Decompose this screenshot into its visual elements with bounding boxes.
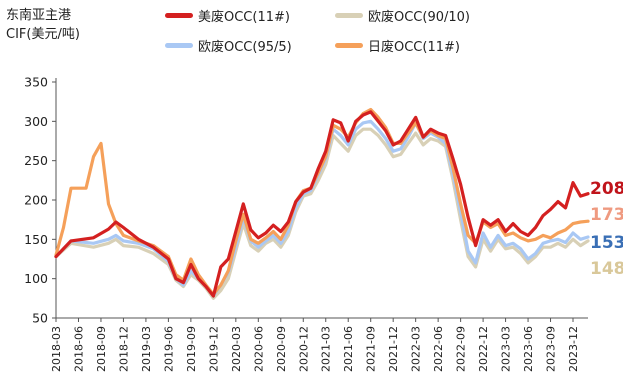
series-line-eu-occ-90-10 — [54, 127, 590, 300]
x-tick-label: 2023-12 — [567, 326, 580, 372]
x-tick-label: 2023-09 — [545, 326, 558, 372]
x-tick-label: 2021-09 — [365, 326, 378, 372]
legend-label-us-occ: 美废OCC(11#) — [198, 10, 290, 25]
legend-label-jp-occ: 日废OCC(11#) — [368, 40, 460, 55]
y-tick-label: 50 — [32, 311, 48, 326]
legend-swatch-us-occ — [165, 13, 193, 18]
x-tick-label: 2022-06 — [432, 326, 445, 372]
legend-swatch-eu-occ-90-10 — [335, 13, 363, 18]
y-tick-label: 150 — [24, 232, 48, 247]
y-axis-label-line-2: CIF(美元/吨) — [6, 27, 80, 42]
end-label-us-occ: 208 — [590, 179, 623, 199]
y-tick-label: 250 — [24, 153, 48, 168]
x-tick-label: 2019-09 — [185, 326, 198, 372]
end-labels: 208 148 153 173 — [590, 179, 623, 279]
legend-label-eu-occ-90-10: 欧废OCC(90/10) — [368, 10, 470, 25]
legend-item-eu-occ-90-10: 欧废OCC(90/10) — [335, 6, 470, 25]
legend-item-jp-occ: 日废OCC(11#) — [335, 36, 460, 55]
x-tick-label: 2022-03 — [410, 326, 423, 372]
x-tick-label: 2021-06 — [342, 326, 355, 372]
x-tick-label: 2021-12 — [387, 326, 400, 372]
series-line-eu-occ-95-5 — [54, 119, 590, 298]
x-axis: 2018-03 2018-06 2018-09 2018-12 2019-03 2019-… — [50, 317, 588, 372]
legend-item-us-occ: 美废OCC(11#) — [165, 6, 290, 25]
end-label-eu-occ-90-10: 148 — [590, 259, 623, 279]
series-lines — [54, 107, 590, 300]
legend-swatch-jp-occ — [335, 43, 363, 48]
x-tick-label: 2023-03 — [500, 326, 513, 372]
x-tick-label: 2018-12 — [117, 326, 130, 372]
y-tick-label: 200 — [24, 193, 48, 208]
legend-item-eu-occ-95-5: 欧废OCC(95/5) — [165, 36, 292, 55]
y-tick-label: 100 — [24, 271, 48, 286]
series-line-jp-occ — [54, 107, 590, 296]
x-tick-label: 2018-03 — [50, 326, 63, 372]
end-label-eu-occ-95-5: 153 — [590, 233, 623, 253]
y-tick-label: 350 — [24, 75, 48, 90]
x-tick-label: 2020-12 — [297, 326, 310, 372]
x-tick-label: 2020-09 — [275, 326, 288, 372]
series-line-us-occ — [54, 110, 590, 298]
x-tick-label: 2018-06 — [72, 326, 85, 372]
x-tick-label: 2022-09 — [455, 326, 468, 372]
legend-label-eu-occ-95-5: 欧废OCC(95/5) — [198, 40, 292, 55]
x-tick-label: 2023-06 — [522, 326, 535, 372]
legend-swatch-eu-occ-95-5 — [165, 43, 193, 48]
end-label-jp-occ: 173 — [590, 205, 623, 225]
x-tick-label: 2019-03 — [140, 326, 153, 372]
y-axis-label-line-1: 东南亚主港 — [6, 8, 72, 23]
x-tick-label: 2020-06 — [252, 326, 265, 372]
y-axis: 50 100 150 200 250 300 350 — [24, 75, 57, 326]
x-tick-label: 2018-09 — [95, 326, 108, 372]
y-tick-label: 300 — [24, 114, 48, 129]
x-tick-label: 2019-12 — [207, 326, 220, 372]
x-tick-label: 2019-06 — [162, 326, 175, 372]
x-tick-label: 2020-03 — [230, 326, 243, 372]
x-tick-label: 2022-12 — [477, 326, 490, 372]
x-tick-label: 2021-03 — [320, 326, 333, 372]
